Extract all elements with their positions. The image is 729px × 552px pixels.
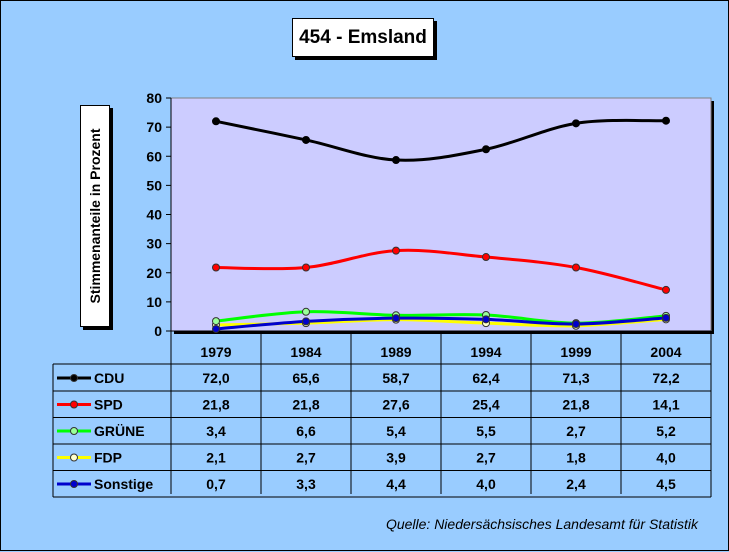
data-point-spd bbox=[392, 246, 400, 255]
legend-label-sonstige: Sonstige bbox=[94, 476, 153, 492]
data-point-sonstige bbox=[482, 315, 490, 324]
data-table-value: 2,7 bbox=[296, 450, 316, 466]
data-point-sonstige bbox=[392, 314, 400, 323]
data-point-spd bbox=[572, 263, 580, 272]
data-table-value: 4,5 bbox=[656, 476, 676, 492]
data-table-value: 2,4 bbox=[566, 476, 586, 492]
data-table-value: 21,8 bbox=[562, 397, 589, 413]
data-point-sonstige bbox=[302, 317, 310, 326]
x-category-label: 1979 bbox=[200, 344, 231, 360]
legend-key-marker-fdp bbox=[70, 453, 78, 462]
legend-label-grüne: GRÜNE bbox=[94, 423, 145, 439]
data-table-value: 71,3 bbox=[562, 370, 589, 386]
data-table-value: 4,0 bbox=[656, 450, 676, 466]
data-point-spd bbox=[212, 263, 220, 272]
data-table-value: 3,9 bbox=[386, 450, 406, 466]
data-table-value: 65,6 bbox=[292, 370, 319, 386]
y-tick-label: 70 bbox=[146, 119, 162, 135]
legend-label-fdp: FDP bbox=[94, 450, 122, 466]
x-category-label: 2004 bbox=[650, 344, 681, 360]
data-table-value: 0,7 bbox=[206, 476, 226, 492]
series-line-sonstige bbox=[215, 316, 667, 331]
y-tick-label: 0 bbox=[154, 323, 162, 339]
legend-key-marker-cdu bbox=[70, 374, 78, 382]
data-table-value: 27,6 bbox=[382, 397, 409, 413]
data-point-sonstige bbox=[572, 320, 580, 329]
x-category-label: 1984 bbox=[290, 344, 321, 360]
y-tick-label: 60 bbox=[146, 148, 162, 164]
data-point-cdu bbox=[662, 116, 670, 125]
data-table-value: 3,4 bbox=[206, 423, 226, 439]
legend-key-marker-grüne bbox=[70, 427, 78, 435]
data-table-value: 62,4 bbox=[472, 370, 499, 386]
data-point-spd bbox=[482, 253, 490, 262]
data-point-cdu bbox=[392, 156, 400, 165]
legend-label-cdu: CDU bbox=[94, 370, 124, 386]
data-table-value: 21,8 bbox=[202, 397, 229, 413]
legend-key-marker-spd bbox=[70, 400, 78, 409]
x-category-label: 1994 bbox=[470, 344, 501, 360]
y-tick-label: 40 bbox=[146, 207, 162, 223]
chart-title-box: 454 - Emsland bbox=[292, 18, 434, 57]
data-point-grüne bbox=[212, 317, 220, 326]
data-table-value: 1,8 bbox=[566, 450, 586, 466]
data-table-value: 2,7 bbox=[476, 450, 496, 466]
data-point-cdu bbox=[302, 135, 310, 144]
data-table-value: 72,2 bbox=[652, 370, 679, 386]
data-table-value: 58,7 bbox=[382, 370, 409, 386]
data-point-cdu bbox=[212, 117, 220, 126]
series-line-cdu bbox=[215, 118, 667, 162]
data-table-value: 2,1 bbox=[206, 450, 226, 466]
data-point-sonstige bbox=[212, 324, 220, 333]
data-table-value: 25,4 bbox=[472, 397, 499, 413]
data-table-value: 4,0 bbox=[476, 476, 496, 492]
data-table-value: 72,0 bbox=[202, 370, 229, 386]
data-point-spd bbox=[302, 263, 310, 272]
data-table-value: 6,6 bbox=[296, 423, 316, 439]
y-tick-label: 30 bbox=[146, 236, 162, 252]
data-point-cdu bbox=[572, 119, 580, 128]
data-table-value: 4,4 bbox=[386, 476, 406, 492]
y-tick-label: 80 bbox=[146, 90, 162, 106]
legend-label-spd: SPD bbox=[94, 397, 123, 413]
data-table-value: 21,8 bbox=[292, 397, 319, 413]
chart-title: 454 - Emsland bbox=[299, 26, 427, 48]
y-tick-label: 20 bbox=[146, 265, 162, 281]
data-table-value: 5,2 bbox=[656, 423, 676, 439]
data-table-value: 14,1 bbox=[652, 397, 679, 413]
source-note: Quelle: Niedersächsisches Landesamt für … bbox=[385, 516, 698, 532]
x-category-label: 1989 bbox=[380, 344, 411, 360]
data-point-sonstige bbox=[662, 313, 670, 322]
data-table-value: 5,4 bbox=[386, 423, 406, 439]
series-line-spd bbox=[215, 248, 667, 292]
data-table-value: 3,3 bbox=[296, 476, 316, 492]
plot-area bbox=[170, 97, 712, 332]
legend-key-marker-sonstige bbox=[70, 480, 78, 488]
data-table-value: 2,7 bbox=[566, 423, 586, 439]
y-tick-label: 50 bbox=[146, 177, 162, 193]
data-point-spd bbox=[662, 285, 670, 294]
y-tick-label: 10 bbox=[146, 294, 162, 310]
y-axis-label-box: Stimmenanteile in Prozent bbox=[80, 105, 110, 327]
data-table-value: 5,5 bbox=[476, 423, 496, 439]
data-point-cdu bbox=[482, 145, 490, 154]
data-point-grüne bbox=[302, 307, 310, 316]
x-category-label: 1999 bbox=[560, 344, 591, 360]
